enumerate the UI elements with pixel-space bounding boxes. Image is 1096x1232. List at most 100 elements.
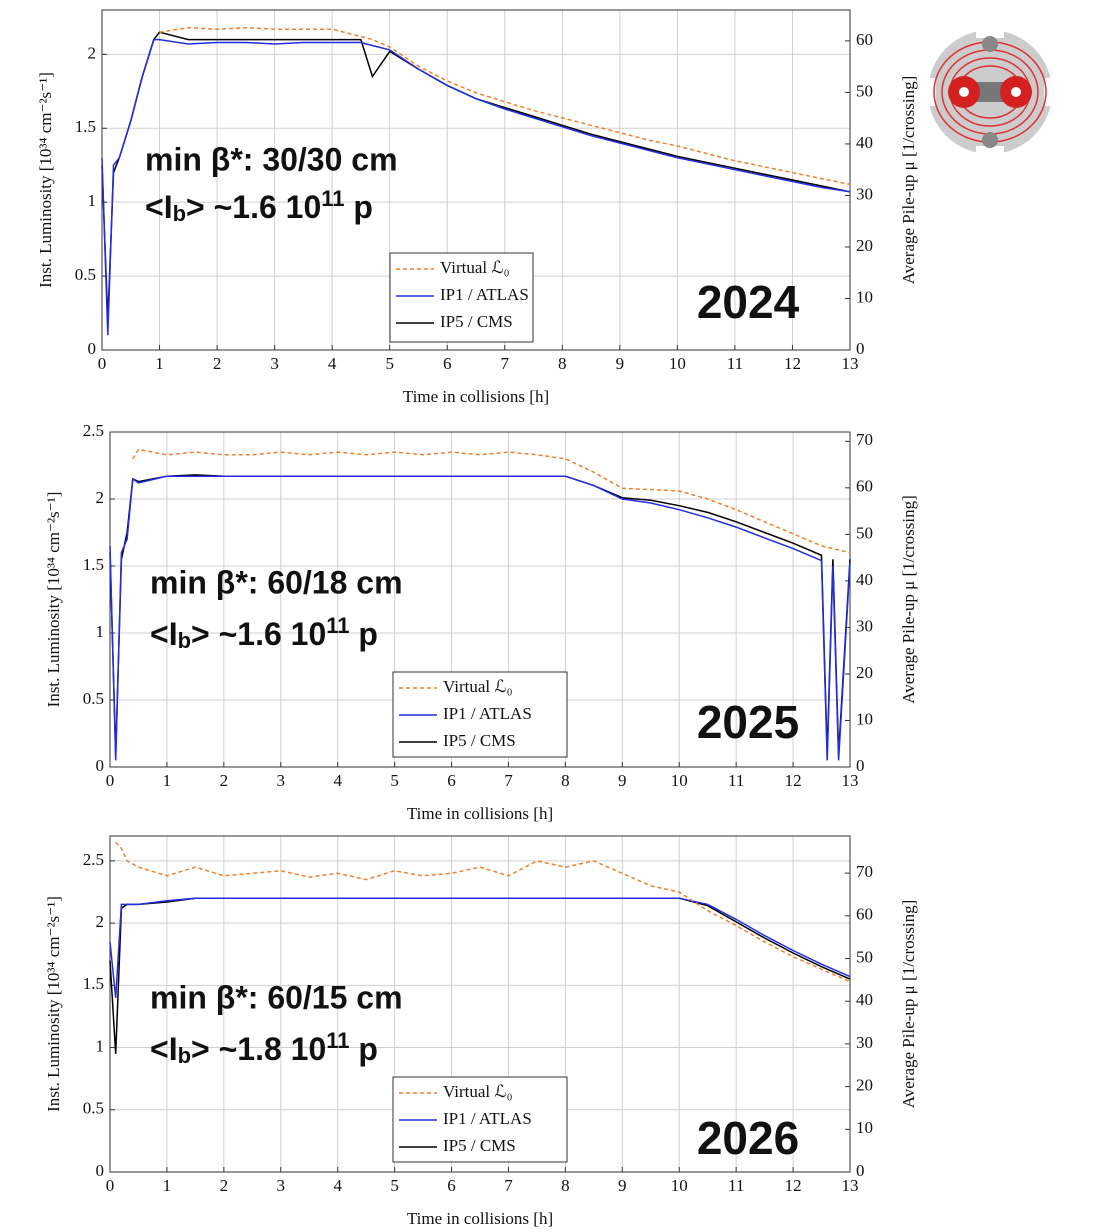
y-axis-label: Inst. Luminosity [10³⁴ cm⁻²s⁻¹] [44, 896, 63, 1112]
x-tick-label: 5 [390, 1176, 399, 1195]
x-tick-label: 9 [618, 1176, 627, 1195]
intensity-run: 11 [326, 1028, 349, 1053]
intensity-label: <Ib> ~1.8 1011 p [150, 1028, 378, 1068]
legend-label: IP1 / ATLAS [443, 1109, 532, 1128]
x-tick-label: 13 [842, 771, 859, 790]
x-tick-label: 9 [616, 354, 625, 373]
y2-tick-label: 50 [856, 947, 873, 966]
x-tick-label: 5 [385, 354, 394, 373]
y-tick-label: 2.5 [83, 421, 104, 440]
y-tick-label: 1.5 [75, 117, 96, 136]
x-tick-label: 12 [784, 354, 801, 373]
y2-tick-label: 50 [856, 523, 873, 542]
x-tick-label: 2 [220, 771, 229, 790]
x-tick-label: 7 [504, 771, 513, 790]
y-tick-label: 1 [96, 1036, 105, 1055]
intensity-run: 11 [321, 186, 344, 211]
intensity-run: <I [150, 1031, 178, 1067]
legend-label: Virtual ℒ₀ [443, 1082, 513, 1101]
x-tick-label: 3 [277, 771, 286, 790]
x-tick-label: 11 [728, 771, 744, 790]
y-tick-label: 0 [96, 1161, 105, 1180]
x-tick-label: 8 [561, 1176, 570, 1195]
intensity-run: > ~1.6 10 [191, 616, 326, 652]
y2-tick-label: 70 [856, 430, 873, 449]
y2-tick-label: 20 [856, 663, 873, 682]
y-tick-label: 0.5 [75, 265, 96, 284]
x-tick-label: 1 [155, 354, 164, 373]
intensity-run: p [350, 1031, 378, 1067]
series-line [132, 448, 851, 554]
y2-axis-label: Average Pile-up μ [1/crossing] [899, 495, 918, 704]
x-tick-label: 6 [447, 771, 456, 790]
y-tick-label: 1.5 [83, 974, 104, 993]
y2-tick-label: 40 [856, 570, 873, 589]
x-tick-label: 1 [163, 771, 172, 790]
intensity-run: b [178, 628, 191, 653]
series-line [101, 38, 851, 336]
x-tick-label: 7 [501, 354, 510, 373]
y-tick-label: 2 [96, 912, 105, 931]
legend-label: IP5 / CMS [443, 731, 516, 750]
y2-tick-label: 10 [856, 287, 873, 306]
x-tick-label: 10 [671, 1176, 688, 1195]
beta-label: min β*: 30/30 cm [145, 141, 398, 177]
intensity-run: > ~1.8 10 [191, 1031, 326, 1067]
y2-tick-label: 50 [856, 81, 873, 100]
legend-label: IP5 / CMS [443, 1136, 516, 1155]
y2-tick-label: 30 [856, 616, 873, 635]
x-tick-label: 11 [728, 1176, 744, 1195]
y2-tick-label: 70 [856, 862, 873, 881]
series-line [109, 475, 851, 761]
legend-label: IP5 / CMS [440, 312, 513, 331]
y-tick-label: 2 [96, 488, 105, 507]
x-tick-label: 0 [106, 771, 115, 790]
x-tick-label: 4 [333, 771, 342, 790]
x-tick-label: 10 [669, 354, 686, 373]
y-tick-label: 2.5 [83, 850, 104, 869]
x-tick-label: 1 [163, 1176, 172, 1195]
y2-tick-label: 10 [856, 1118, 873, 1137]
y2-tick-label: 60 [856, 30, 873, 49]
y2-tick-label: 30 [856, 184, 873, 203]
x-tick-label: 0 [106, 1176, 115, 1195]
x-tick-label: 4 [333, 1176, 342, 1195]
x-tick-label: 4 [328, 354, 337, 373]
x-tick-label: 8 [558, 354, 567, 373]
y2-tick-label: 0 [856, 756, 865, 775]
y-axis-label: Inst. Luminosity [10³⁴ cm⁻²s⁻¹] [44, 492, 63, 708]
year-label: 2024 [697, 276, 800, 328]
series-line [159, 26, 851, 186]
y2-tick-label: 0 [856, 1161, 865, 1180]
legend-label: IP1 / ATLAS [443, 704, 532, 723]
series-line [109, 897, 851, 998]
intensity-run: > ~1.6 10 [186, 189, 321, 225]
x-tick-label: 5 [390, 771, 399, 790]
x-tick-label: 2 [213, 354, 222, 373]
y2-tick-label: 40 [856, 990, 873, 1009]
x-tick-label: 3 [270, 354, 279, 373]
x-tick-label: 12 [785, 1176, 802, 1195]
y-tick-label: 0 [88, 339, 97, 358]
intensity-run: b [173, 201, 186, 226]
x-tick-label: 0 [98, 354, 107, 373]
legend-label: Virtual ℒ₀ [440, 258, 510, 277]
plot-frame [109, 431, 851, 768]
plot-frame [109, 835, 851, 1173]
intensity-label: <Ib> ~1.6 1011 p [150, 613, 378, 653]
x-tick-label: 2 [220, 1176, 229, 1195]
y2-tick-label: 40 [856, 133, 873, 152]
beta-label: min β*: 60/15 cm [150, 979, 403, 1015]
y2-tick-label: 20 [856, 1076, 873, 1095]
x-tick-label: 6 [447, 1176, 456, 1195]
x-tick-label: 13 [842, 354, 859, 373]
y2-tick-label: 10 [856, 709, 873, 728]
x-tick-label: 3 [277, 1176, 286, 1195]
year-label: 2025 [697, 696, 799, 748]
lhc-logo [924, 26, 1056, 158]
y2-tick-label: 0 [856, 339, 865, 358]
x-axis-label: Time in collisions [h] [407, 804, 553, 823]
y2-tick-label: 20 [856, 236, 873, 255]
y-tick-label: 0.5 [83, 689, 104, 708]
